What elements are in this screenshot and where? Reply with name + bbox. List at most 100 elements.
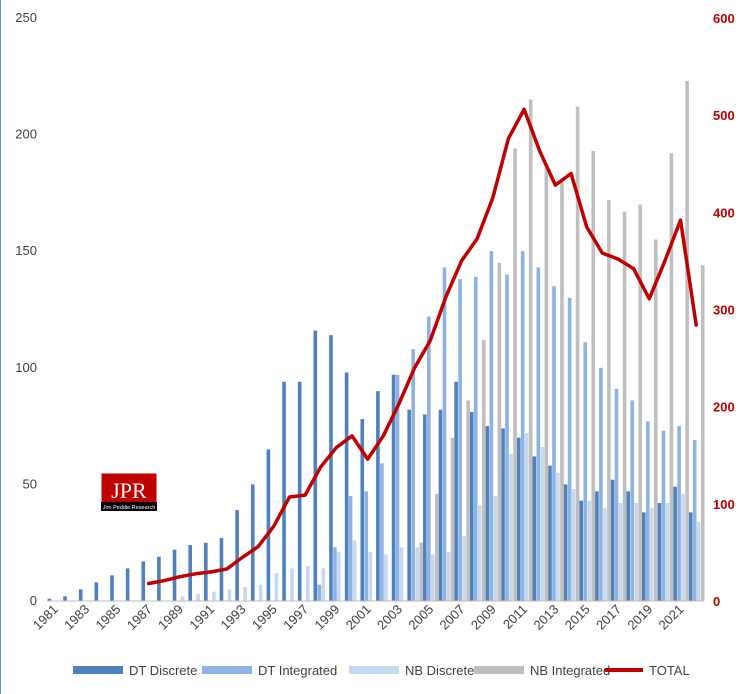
- x-tick-label: 2005: [405, 602, 436, 633]
- x-tick-label: 1997: [280, 602, 311, 633]
- bar-dt-discrete-1995: [266, 449, 271, 601]
- legend-swatch-nb-discrete: [349, 666, 399, 674]
- bar-dt-discrete-2008: [469, 412, 474, 601]
- bar-nb-integrated-2006: [450, 437, 455, 601]
- logo-sub-text: Jon Peddie Research: [103, 505, 156, 511]
- bar-nb-discrete-2008: [477, 505, 482, 601]
- bar-nb-discrete-1993: [243, 587, 247, 601]
- bar-dt-discrete-2012: [532, 456, 537, 601]
- x-tick-label: 2021: [656, 602, 687, 633]
- bar-nb-integrated-2009: [497, 262, 502, 601]
- bar-dt-discrete-2003: [391, 374, 396, 601]
- bar-nb-discrete-2010: [509, 454, 513, 601]
- bar-dt-discrete-1999: [329, 335, 333, 601]
- bar-nb-discrete-2006: [446, 552, 451, 601]
- bar-dt-discrete-1985: [110, 575, 114, 601]
- bar-dt-discrete-1989: [172, 549, 177, 601]
- bar-nb-discrete-1994: [258, 584, 263, 601]
- bar-nb-discrete-1998: [321, 568, 326, 601]
- bar-dt-discrete-2011: [516, 437, 521, 601]
- bar-nb-integrated-2019: [654, 239, 658, 602]
- bar-dt-integrated-2012: [536, 267, 541, 601]
- bar-dt-discrete-1990: [188, 545, 192, 601]
- bar-nb-discrete-1995: [274, 573, 279, 601]
- bar-dt-discrete-1984: [94, 582, 99, 601]
- bar-dt-integrated-2011: [520, 251, 525, 601]
- bar-nb-integrated-2022: [700, 265, 705, 601]
- bar-dt-integrated-2009: [489, 251, 494, 601]
- bar-dt-discrete-1983: [78, 589, 83, 601]
- bar-dt-discrete-2022: [688, 512, 693, 601]
- bar-nb-discrete-2014: [571, 489, 576, 601]
- bar-nb-integrated-2012: [544, 167, 549, 601]
- x-tick-label: 2015: [562, 602, 593, 633]
- y-tick-label-right: 100: [713, 497, 735, 512]
- bar-nb-discrete-2011: [524, 433, 529, 601]
- bar-dt-discrete-1996: [282, 381, 286, 601]
- bar-nb-integrated-2015: [591, 150, 596, 602]
- bar-nb-discrete-2003: [399, 547, 404, 601]
- bar-dt-integrated-2016: [599, 367, 603, 601]
- bar-nb-integrated-2010: [513, 148, 517, 601]
- bar-dt-discrete-1986: [125, 568, 130, 601]
- bar-dt-integrated-2008: [473, 276, 478, 601]
- bar-dt-discrete-2013: [548, 465, 552, 601]
- y-tick-label-right: 200: [713, 400, 735, 415]
- y-tick-label-right: 300: [713, 303, 735, 318]
- bar-dt-discrete-2019: [642, 512, 646, 601]
- bar-nb-integrated-2013: [560, 178, 564, 601]
- bar-dt-integrated-2017: [614, 388, 619, 601]
- bar-nb-integrated-2007: [466, 400, 470, 601]
- bar-dt-discrete-2000: [344, 372, 349, 601]
- bar-nb-discrete-1996: [290, 568, 294, 601]
- bar-nb-discrete-2004: [415, 547, 419, 601]
- x-tick-label: 1983: [61, 602, 92, 633]
- bar-dt-integrated-2004: [411, 349, 415, 601]
- bar-nb-integrated-2021: [685, 80, 689, 601]
- bar-dt-discrete-1993: [235, 510, 239, 601]
- bar-nb-discrete-2022: [696, 521, 701, 601]
- bar-dt-integrated-2007: [458, 279, 462, 601]
- y-tick-label-left: 50: [23, 476, 37, 491]
- bar-nb-integrated-2018: [638, 204, 642, 601]
- legend-swatch-nb-integrated: [474, 666, 524, 674]
- bar-dt-integrated-2019: [646, 421, 650, 601]
- bars-layer: [47, 80, 705, 602]
- y-tick-label-left: 0: [30, 593, 37, 608]
- x-tick-label: 1995: [249, 602, 280, 633]
- bar-dt-integrated-2001: [364, 491, 369, 601]
- bar-nb-discrete-1991: [212, 591, 216, 601]
- bar-dt-integrated-2022: [692, 440, 697, 601]
- legend-label-total: TOTAL: [649, 663, 690, 678]
- bar-nb-discrete-2001: [368, 552, 373, 601]
- bar-dt-discrete-1987: [141, 561, 146, 601]
- bar-nb-discrete-2018: [634, 503, 638, 601]
- bar-nb-discrete-2019: [650, 507, 654, 601]
- bar-nb-integrated-2005: [435, 493, 439, 601]
- bar-dt-discrete-2009: [485, 426, 490, 601]
- bar-nb-discrete-2009: [493, 496, 498, 601]
- bar-dt-discrete-2021: [673, 486, 677, 601]
- x-tick-label: 2003: [374, 602, 405, 633]
- bar-dt-integrated-2010: [505, 274, 509, 601]
- bar-dt-discrete-2005: [423, 414, 427, 601]
- x-tick-label: 2013: [530, 602, 561, 633]
- bar-dt-discrete-2014: [563, 484, 568, 601]
- x-tick-label: 2011: [500, 602, 530, 632]
- bar-nb-discrete-2015: [587, 500, 592, 601]
- bar-dt-integrated-2005: [427, 316, 431, 601]
- bar-nb-discrete-2021: [681, 493, 685, 601]
- x-tick-label: 2019: [624, 602, 655, 633]
- bar-dt-discrete-2004: [407, 409, 411, 601]
- legend-label-nb-integrated: NB Integrated: [530, 663, 610, 678]
- bar-dt-discrete-2006: [438, 409, 443, 601]
- legend-swatch-dt-discrete: [73, 666, 123, 674]
- bar-nb-discrete-2020: [665, 503, 670, 601]
- bar-dt-integrated-2018: [630, 400, 634, 601]
- bar-dt-integrated-2006: [442, 267, 447, 601]
- y-tick-label-right: 500: [713, 108, 735, 123]
- bar-nb-integrated-2016: [607, 199, 611, 601]
- bar-dt-discrete-1998: [313, 330, 318, 601]
- x-tick-label: 1985: [92, 602, 123, 633]
- bar-dt-discrete-2017: [610, 479, 615, 601]
